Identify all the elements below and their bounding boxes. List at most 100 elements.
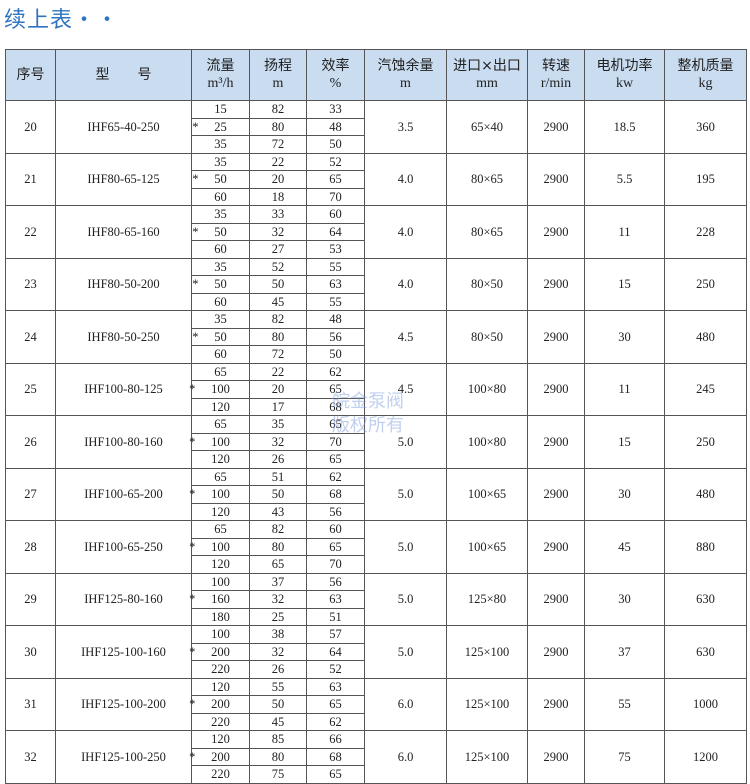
- flow-cell: 120: [191, 677, 250, 696]
- head-cell: 38: [249, 625, 307, 644]
- flow-value: 50: [214, 172, 227, 187]
- model-cell: IHF100-65-250: [55, 520, 192, 574]
- head-cell: 82: [249, 520, 307, 539]
- table-row: 24 IHF80-50-250 35 82 48 4.5 80×50 2900 30 480: [5, 310, 747, 364]
- flow-value: 60: [214, 242, 227, 257]
- flow-cell: 35: [191, 205, 250, 224]
- efficiency-cell: 53: [306, 240, 365, 259]
- table-row: 180 25 51: [6, 607, 747, 626]
- speed-cell: 2900: [527, 152, 585, 206]
- head-cell: 35: [249, 415, 307, 434]
- flow-cell: * 100: [189, 432, 250, 451]
- table-row: 21 IHF80-65-125 35 22 52 4.0 80×65 2900 5.5 195: [5, 152, 747, 206]
- flow-cell: 60: [191, 240, 250, 259]
- motor-power-cell: 18.5: [584, 100, 665, 154]
- mass-cell: 480: [664, 310, 747, 364]
- flow-value: 120: [211, 679, 230, 694]
- head-cell: 32: [249, 222, 307, 241]
- npsh-cell: 4.5: [364, 362, 447, 416]
- head-cell: 82: [249, 310, 307, 329]
- header-motor-power: 电机功率 kw: [584, 49, 665, 101]
- flow-cell: 35: [191, 257, 250, 276]
- row-number: 27: [5, 467, 56, 521]
- flow-value: 200: [211, 697, 230, 712]
- efficiency-cell: 56: [306, 572, 365, 591]
- head-cell: 26: [249, 660, 307, 679]
- row-number: 21: [5, 152, 56, 206]
- head-cell: 65: [249, 555, 307, 574]
- npsh-cell: 5.0: [364, 467, 447, 521]
- efficiency-cell: 57: [306, 625, 365, 644]
- flow-cell: 220: [191, 660, 250, 679]
- port-size-cell: 100×80: [446, 362, 528, 416]
- efficiency-cell: 62: [306, 712, 365, 731]
- model-cell: IHF125-100-250: [55, 730, 192, 784]
- flow-cell: * 50: [191, 275, 250, 294]
- speed-cell: 2900: [527, 520, 585, 574]
- model-cell: IHF65-40-250: [55, 100, 192, 154]
- flow-cell: * 160: [189, 590, 250, 609]
- head-cell: 50: [249, 485, 307, 504]
- efficiency-cell: 68: [306, 397, 365, 416]
- flow-cell: 35: [191, 135, 250, 154]
- flow-value: 50: [214, 329, 227, 344]
- motor-power-cell: 75: [584, 730, 665, 784]
- header-head: 扬程 m: [249, 49, 307, 101]
- port-size-cell: 125×100: [446, 625, 528, 679]
- efficiency-cell: 60: [306, 205, 365, 224]
- table-row: * 200 32 64: [6, 642, 747, 661]
- motor-power-cell: 11: [584, 362, 665, 416]
- table-row: 120 26 65: [6, 450, 747, 469]
- head-cell: 26: [249, 450, 307, 469]
- header-speed: 转速 r/min: [527, 49, 585, 101]
- table-row: 25 IHF100-80-125 65 22 62 4.5 100×80 2900 11 245: [5, 362, 747, 416]
- header-unit: kg: [698, 76, 713, 91]
- speed-cell: 2900: [527, 572, 585, 626]
- mass-cell: 250: [664, 257, 747, 311]
- model-cell: IHF80-65-125: [55, 152, 192, 206]
- flow-value: 100: [211, 627, 230, 642]
- table-row: 27 IHF100-65-200 65 51 62 5.0 100×65 2900 30 480: [5, 467, 747, 521]
- efficiency-cell: 64: [306, 642, 365, 661]
- header-flow: 流量 m³/h: [191, 49, 250, 101]
- pump-spec-table: 序号 型 号 流量 m³/h 扬程 m 效率% 汽蚀余量 m 进口×出口 mm 转速 r/min 电机功率…: [5, 49, 747, 784]
- model-cell: IHF125-100-160: [55, 625, 192, 679]
- motor-power-cell: 30: [584, 572, 665, 626]
- mass-cell: 228: [664, 205, 747, 259]
- header-unit: m: [400, 76, 411, 91]
- mass-cell: 360: [664, 100, 747, 154]
- npsh-cell: 3.5: [364, 100, 447, 154]
- npsh-cell: 4.0: [364, 152, 447, 206]
- efficiency-cell: 52: [306, 660, 365, 679]
- npsh-cell: 4.0: [364, 205, 447, 259]
- port-size-cell: 80×65: [446, 152, 528, 206]
- header-unit: m: [272, 76, 284, 91]
- head-cell: 50: [249, 275, 307, 294]
- flow-cell: 100: [191, 572, 250, 591]
- motor-power-cell: 5.5: [584, 152, 665, 206]
- efficiency-cell: 65: [306, 537, 365, 556]
- table-row: 26 IHF100-80-160 65 35 65 5.0 100×80 2900 15 250: [5, 415, 747, 469]
- row-number: 25: [5, 362, 56, 416]
- flow-value: 100: [211, 382, 230, 397]
- flow-value: 60: [214, 294, 227, 309]
- mass-cell: 250: [664, 415, 747, 469]
- port-size-cell: 100×65: [446, 467, 528, 521]
- flow-cell: * 200: [189, 695, 250, 714]
- head-cell: 45: [249, 292, 307, 311]
- model-cell: IHF100-80-160: [55, 415, 192, 469]
- head-cell: 17: [249, 397, 307, 416]
- head-cell: 80: [249, 117, 307, 136]
- table-row: * 25 80 48: [6, 117, 747, 136]
- row-number: 22: [5, 205, 56, 259]
- flow-cell: * 200: [189, 642, 250, 661]
- motor-power-cell: 37: [584, 625, 665, 679]
- efficiency-cell: 55: [306, 292, 365, 311]
- speed-cell: 2900: [527, 362, 585, 416]
- efficiency-cell: 64: [306, 222, 365, 241]
- mass-cell: 195: [664, 152, 747, 206]
- head-cell: 72: [249, 135, 307, 154]
- flow-value: 180: [211, 609, 230, 624]
- speed-cell: 2900: [527, 730, 585, 784]
- efficiency-cell: 56: [306, 502, 365, 521]
